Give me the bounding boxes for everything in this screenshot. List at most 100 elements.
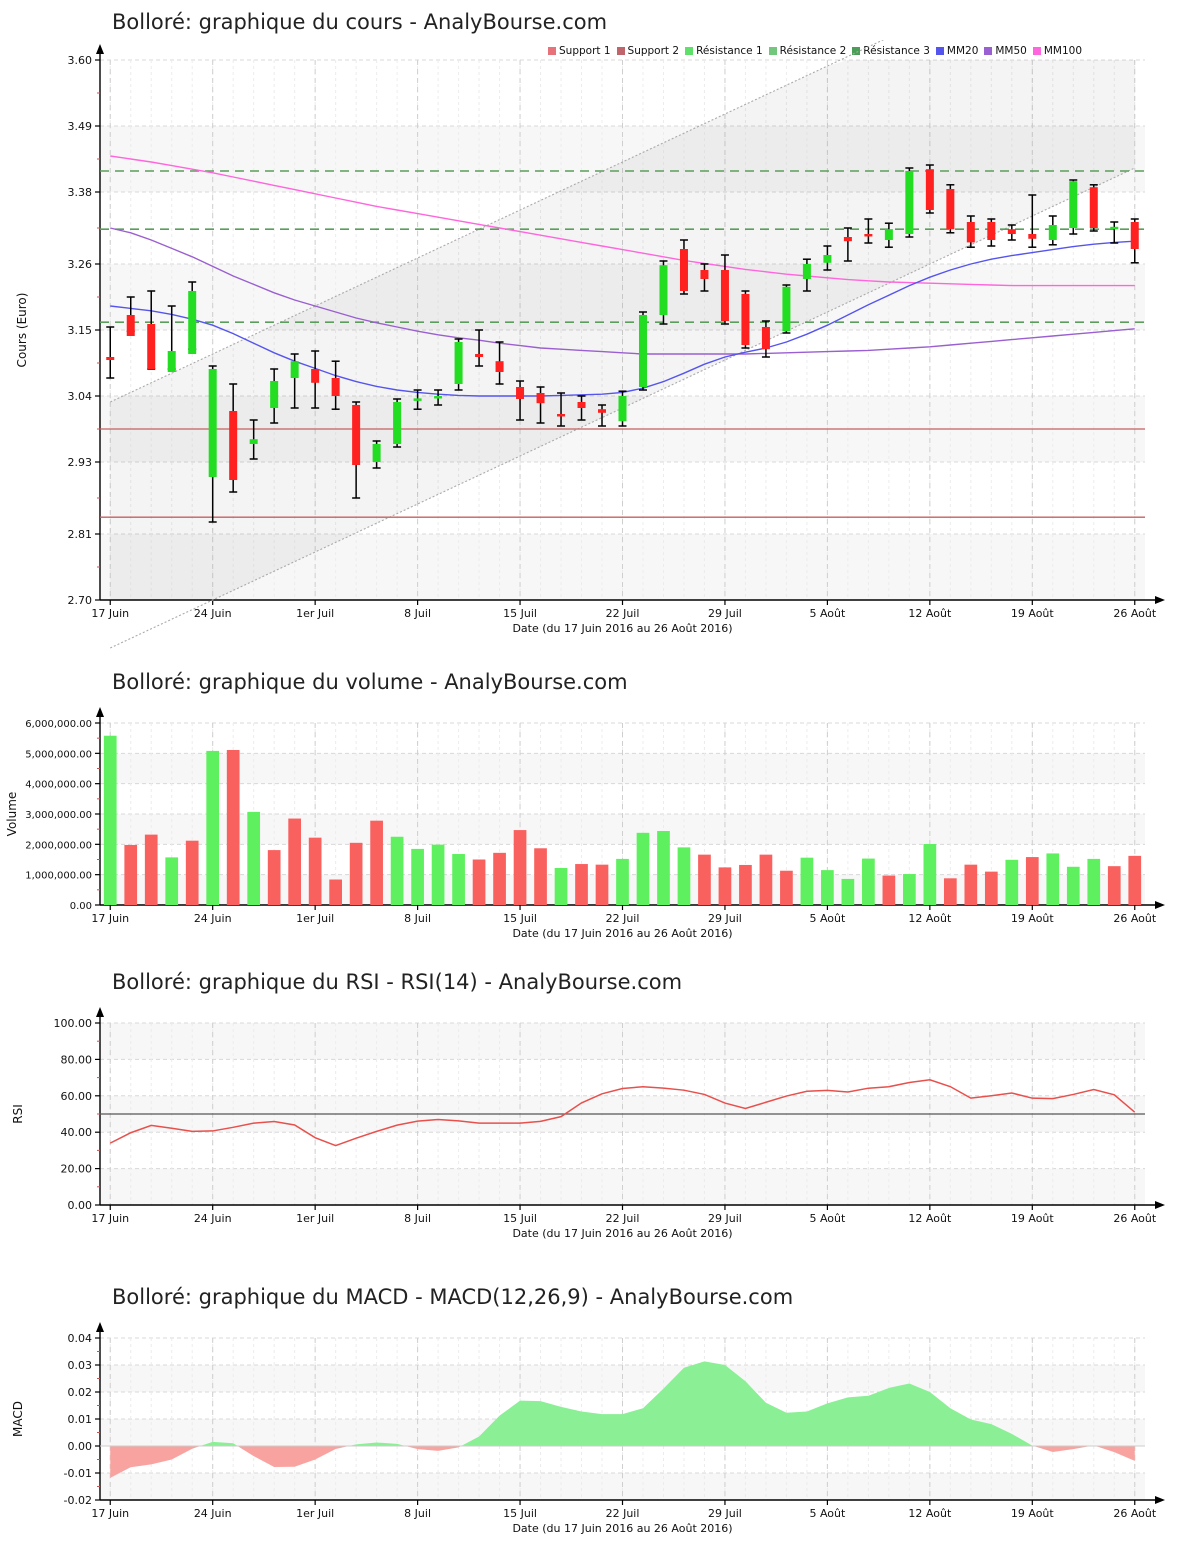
svg-text:29 Juil: 29 Juil — [708, 912, 742, 925]
svg-text:80.00: 80.00 — [61, 1053, 93, 1066]
svg-text:26 Août: 26 Août — [1113, 1507, 1157, 1520]
candlestick — [1110, 221, 1119, 244]
candlestick — [229, 383, 238, 493]
volume-bar — [206, 750, 220, 905]
volume-bar — [984, 871, 998, 905]
volume-bar — [493, 852, 506, 905]
svg-text:0.00: 0.00 — [68, 1199, 93, 1212]
volume-bar — [370, 820, 383, 905]
svg-text:24 Juin: 24 Juin — [194, 607, 232, 620]
price-chart-legend: Support 1 Support 2 Résistance 1 Résistance… — [548, 45, 1086, 57]
svg-text:3.15: 3.15 — [68, 324, 93, 337]
volume-bar — [452, 854, 465, 905]
volume-bar — [964, 864, 978, 905]
volume-bar — [472, 859, 486, 905]
volume-bar — [636, 832, 650, 905]
candlestick — [946, 184, 955, 234]
svg-text:5 Août: 5 Août — [809, 1507, 846, 1520]
svg-text:1,000,000.00: 1,000,000.00 — [25, 871, 92, 882]
volume-bar — [165, 857, 179, 905]
svg-text:1er Juil: 1er Juil — [296, 607, 334, 620]
legend-swatch-icon — [768, 47, 777, 55]
svg-text:0.00: 0.00 — [68, 1440, 93, 1453]
candlestick — [372, 440, 381, 469]
volume-bar — [1046, 853, 1060, 905]
volume-bar — [534, 848, 547, 905]
volume-bar — [841, 878, 855, 905]
candlestick — [290, 353, 299, 409]
candlestick — [1048, 215, 1057, 246]
legend-item: Résistance 2 — [768, 45, 846, 57]
svg-text:19 Août: 19 Août — [1011, 912, 1055, 925]
macd-area — [1033, 1446, 1091, 1452]
candlestick — [557, 392, 566, 427]
svg-text:17 Juin: 17 Juin — [91, 1507, 129, 1520]
volume-bar — [1005, 859, 1019, 905]
volume-chart-plot: 0.00 1,000,000.00 2,000,000.00 3,000,000.00… — [5, 707, 1165, 940]
legend-swatch-icon — [984, 47, 993, 55]
svg-text:29 Juil: 29 Juil — [708, 607, 742, 620]
svg-text:3,000,000.00: 3,000,000.00 — [25, 810, 92, 821]
svg-text:3.26: 3.26 — [68, 258, 93, 271]
volume-bar — [698, 854, 711, 905]
volume-bar — [575, 864, 588, 905]
svg-text:2,000,000.00: 2,000,000.00 — [25, 840, 92, 851]
svg-text:22 Juil: 22 Juil — [606, 1507, 640, 1520]
svg-text:MACD: MACD — [11, 1401, 25, 1437]
svg-text:8 Juil: 8 Juil — [404, 607, 431, 620]
svg-text:RSI: RSI — [11, 1104, 25, 1124]
macd-chart-plot: -0.02 -0.01 0.00 0.01 0.02 0.03 0.04 17 Juin 24 … — [11, 1322, 1165, 1535]
svg-text:2.93: 2.93 — [68, 456, 93, 469]
svg-text:Date (du 17 Juin 2016 au 26 Ao: Date (du 17 Juin 2016 au 26 Août 2016) — [512, 622, 732, 635]
candlestick — [1007, 224, 1016, 241]
legend-label: Support 2 — [627, 45, 680, 57]
candlestick — [352, 401, 361, 499]
candlestick — [106, 326, 115, 379]
volume-chart-panel: Bolloré: graphique du volume - AnalyBour… — [0, 660, 1200, 960]
macd-area — [200, 1441, 238, 1446]
volume-bar — [862, 858, 875, 905]
svg-text:0.00: 0.00 — [70, 901, 92, 912]
volume-bar — [247, 811, 261, 905]
volume-bar — [1128, 855, 1142, 905]
volume-bar — [923, 844, 937, 905]
svg-text:0.01: 0.01 — [68, 1413, 93, 1426]
legend-label: Résistance 1 — [696, 45, 763, 57]
svg-text:29 Juil: 29 Juil — [708, 1212, 742, 1225]
macd-area — [110, 1446, 201, 1478]
legend-swatch-icon — [685, 47, 694, 55]
svg-text:2.81: 2.81 — [68, 528, 93, 541]
svg-text:29 Juil: 29 Juil — [708, 1507, 742, 1520]
svg-text:1er Juil: 1er Juil — [296, 1212, 334, 1225]
candlestick — [249, 419, 258, 460]
candlestick — [679, 239, 688, 295]
macd-area — [461, 1361, 1034, 1446]
volume-bar — [759, 854, 773, 905]
volume-bar — [677, 847, 691, 905]
candlestick — [638, 311, 647, 391]
volume-bar — [226, 749, 240, 905]
legend-item: MM20 — [935, 45, 978, 57]
volume-bar — [718, 867, 732, 905]
macd-chart-title: Bolloré: graphique du MACD - MACD(12,26,… — [112, 1285, 794, 1309]
candlestick — [966, 215, 975, 248]
svg-text:22 Juil: 22 Juil — [606, 912, 640, 925]
volume-bar — [329, 879, 342, 905]
volume-bar — [821, 870, 834, 905]
candlestick — [475, 329, 484, 367]
rsi-series — [100, 1079, 1145, 1147]
volume-bar — [124, 844, 138, 905]
macd-area — [1095, 1446, 1135, 1461]
volume-bar — [800, 857, 814, 905]
candlestick — [618, 390, 627, 427]
legend-swatch-icon — [616, 47, 625, 55]
svg-text:-0.01: -0.01 — [64, 1467, 92, 1480]
svg-text:4,000,000.00: 4,000,000.00 — [25, 780, 92, 791]
svg-text:0.03: 0.03 — [68, 1359, 93, 1372]
candlestick — [1069, 179, 1078, 235]
svg-text:15 Juil: 15 Juil — [503, 912, 537, 925]
macd-area — [348, 1442, 406, 1446]
legend-item: Résistance 3 — [852, 45, 930, 57]
svg-text:24 Juin: 24 Juin — [194, 1212, 232, 1225]
volume-bar — [903, 874, 916, 905]
